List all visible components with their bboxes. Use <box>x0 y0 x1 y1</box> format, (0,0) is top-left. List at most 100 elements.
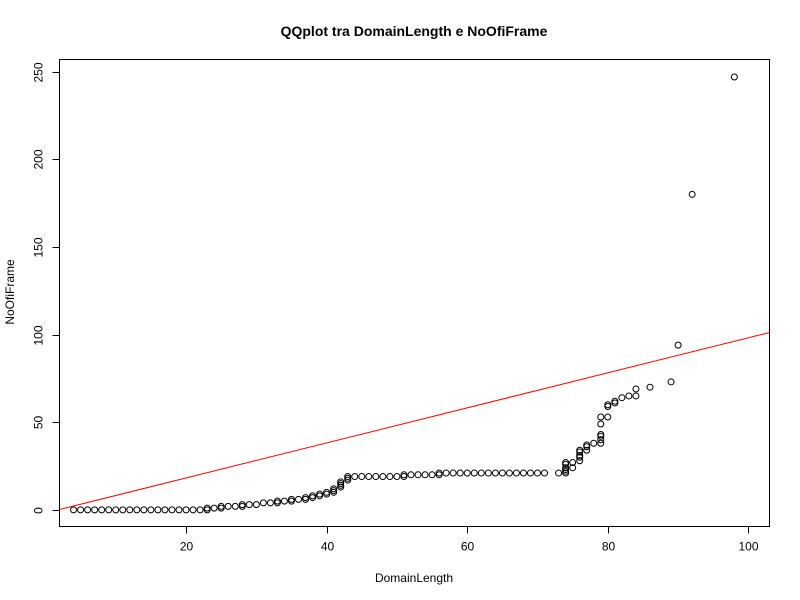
data-point <box>688 190 696 198</box>
data-point <box>91 506 99 514</box>
data-point <box>231 502 239 510</box>
y-tick-label: 200 <box>32 149 46 169</box>
data-point <box>330 485 338 493</box>
data-point <box>119 506 127 514</box>
data-point <box>562 459 570 467</box>
data-point <box>484 469 492 477</box>
data-point <box>316 492 324 500</box>
data-point <box>674 341 682 349</box>
data-point <box>618 394 626 402</box>
data-point <box>428 471 436 479</box>
data-point <box>224 502 232 510</box>
data-point <box>365 473 373 481</box>
data-point <box>456 469 464 477</box>
data-point <box>210 504 218 512</box>
y-tick-label: 250 <box>32 62 46 82</box>
data-point <box>611 397 619 405</box>
chart-title: QQplot tra DomainLength e NoOfiFrame <box>281 23 548 39</box>
data-point <box>182 506 190 514</box>
data-points <box>70 73 738 514</box>
data-point <box>337 478 345 486</box>
data-point <box>379 473 387 481</box>
data-point <box>590 439 598 447</box>
data-point <box>112 506 120 514</box>
data-point <box>84 506 92 514</box>
data-point <box>196 506 204 514</box>
data-point <box>302 495 310 503</box>
data-point <box>625 392 633 400</box>
data-point <box>98 506 106 514</box>
data-point <box>646 383 654 391</box>
data-point <box>435 471 443 479</box>
data-point <box>604 401 612 409</box>
data-point <box>252 501 260 509</box>
data-point <box>562 464 570 472</box>
data-point <box>597 413 605 421</box>
data-point <box>351 473 359 481</box>
x-tick-label: 80 <box>602 540 616 554</box>
data-point <box>309 494 317 502</box>
y-tick-label: 0 <box>32 507 46 514</box>
data-point <box>70 506 78 514</box>
data-point <box>238 502 246 510</box>
x-tick-label: 40 <box>321 540 335 554</box>
data-point <box>147 506 155 514</box>
x-axis: 20 40 60 80 100 <box>180 526 759 554</box>
data-point <box>597 431 605 439</box>
data-point <box>330 488 338 496</box>
data-point <box>498 469 506 477</box>
data-point <box>140 506 148 514</box>
data-point <box>295 495 303 503</box>
y-tick-label: 100 <box>32 325 46 345</box>
data-point <box>344 473 352 481</box>
data-point <box>105 506 113 514</box>
data-point <box>576 457 584 465</box>
data-point <box>133 506 141 514</box>
data-point <box>203 504 211 512</box>
x-axis-label: DomainLength <box>375 571 453 585</box>
y-axis: 0 50 100 150 200 250 <box>32 62 60 514</box>
data-point <box>358 473 366 481</box>
data-point <box>526 469 534 477</box>
data-point <box>217 504 225 512</box>
data-point <box>245 501 253 509</box>
data-point <box>161 506 169 514</box>
data-point <box>505 469 513 477</box>
data-point <box>667 378 675 386</box>
data-point <box>400 473 408 481</box>
data-point <box>259 499 267 507</box>
data-point <box>632 385 640 393</box>
data-point <box>168 506 176 514</box>
data-point <box>407 471 415 479</box>
data-point <box>541 469 549 477</box>
data-point <box>273 497 281 505</box>
data-point <box>534 469 542 477</box>
y-tick-label: 50 <box>32 416 46 430</box>
data-point <box>372 473 380 481</box>
x-tick-label: 20 <box>180 540 194 554</box>
x-tick-label: 60 <box>461 540 475 554</box>
data-point <box>386 473 394 481</box>
data-point <box>604 413 612 421</box>
data-point <box>491 469 499 477</box>
data-point <box>597 436 605 444</box>
data-point <box>597 420 605 428</box>
data-point <box>555 469 563 477</box>
reference-line <box>59 332 770 510</box>
data-point <box>442 469 450 477</box>
data-point <box>477 469 485 477</box>
data-point <box>323 490 331 498</box>
data-point <box>463 469 471 477</box>
data-point <box>280 497 288 505</box>
data-point <box>576 452 584 460</box>
data-point <box>576 446 584 454</box>
y-axis-label: NoOfiFrame <box>3 259 17 325</box>
data-point <box>189 506 197 514</box>
data-point <box>569 459 577 467</box>
data-point <box>126 506 134 514</box>
data-point <box>730 73 738 81</box>
data-point <box>512 469 520 477</box>
data-point <box>470 469 478 477</box>
